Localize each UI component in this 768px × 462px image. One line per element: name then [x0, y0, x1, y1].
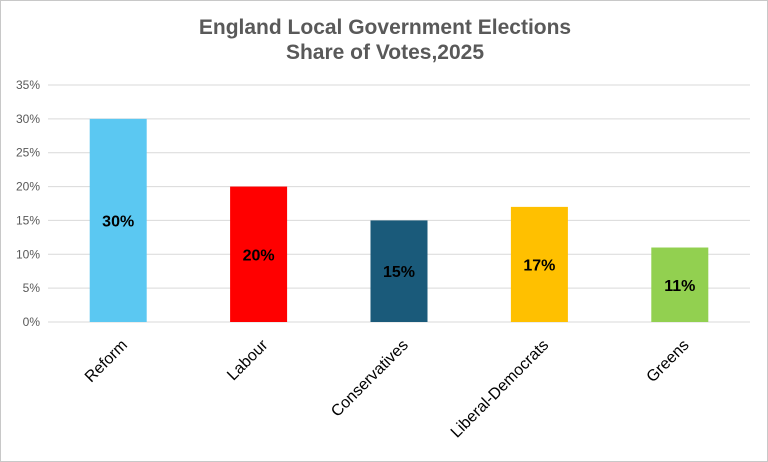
x-category-label: Greens: [644, 337, 693, 386]
y-axis-ticks: 0% 5% 10% 15% 20% 25% 30% 35%: [16, 78, 40, 329]
x-category-label: Labour: [224, 336, 272, 384]
chart-subtitle: Share of Votes,2025: [285, 41, 485, 64]
bars: [89, 118, 709, 322]
bar-liberal-democrats: [510, 206, 568, 322]
y-tick-label: 25%: [16, 146, 40, 160]
y-tick-label: 30%: [16, 112, 40, 126]
data-label: 17%: [523, 257, 555, 274]
x-category-label: Liberal-Democrats: [448, 337, 552, 441]
bar-greens: [651, 247, 709, 322]
y-tick-label: 35%: [16, 78, 40, 92]
category-labels: Reform Labour Conservatives Liberal-Democra…: [82, 336, 693, 441]
y-tick-label: 15%: [16, 213, 40, 227]
y-tick-label: 10%: [16, 247, 40, 261]
data-label: 20%: [243, 247, 275, 264]
y-tick-label: 20%: [16, 180, 40, 194]
data-label: 15%: [383, 264, 415, 281]
data-label: 30%: [102, 213, 134, 230]
bar-conservatives: [370, 220, 428, 322]
bar-reform: [89, 118, 147, 322]
x-category-label: Conservatives: [328, 337, 412, 421]
data-label: 11%: [664, 278, 695, 295]
chart-title: England Local Government Elections: [198, 16, 572, 39]
y-tick-label: 5%: [23, 281, 41, 295]
data-labels: 30% 20% 15% 17% 11%: [102, 213, 695, 294]
x-category-label: Reform: [82, 337, 131, 386]
bar-labour: [230, 186, 288, 322]
y-tick-label: 0%: [23, 315, 41, 329]
